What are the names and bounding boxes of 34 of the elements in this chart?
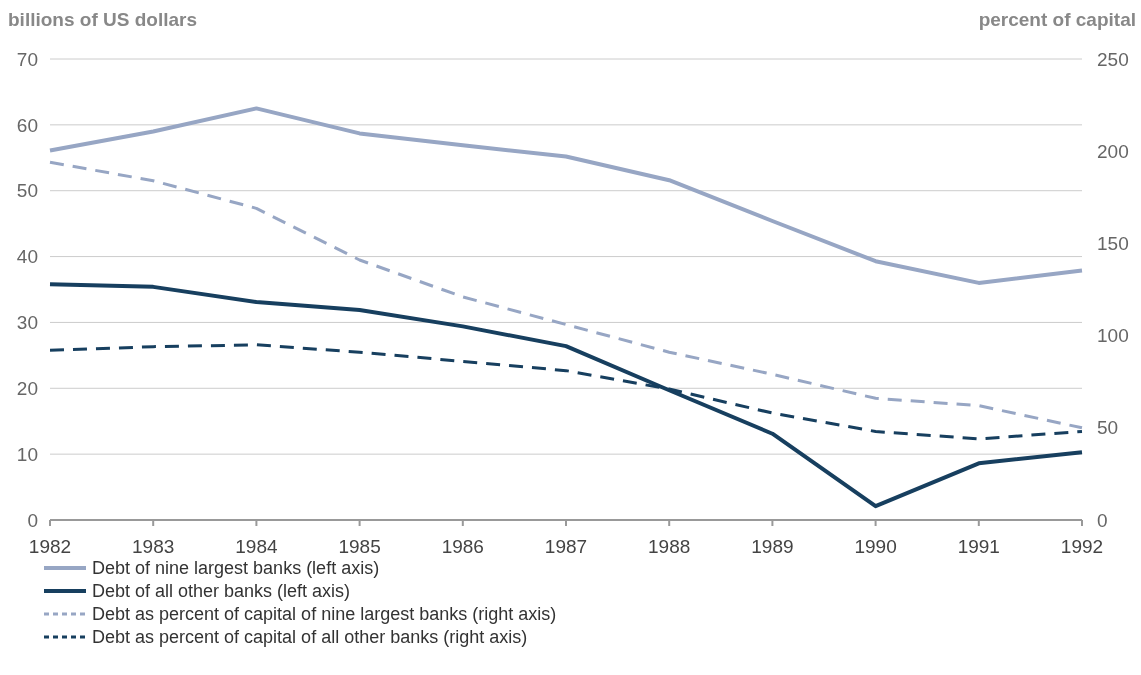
x-tick-label: 1991 bbox=[957, 536, 1000, 557]
line-series bbox=[48, 160, 1084, 430]
y-tick-label: 10 bbox=[16, 443, 38, 465]
x-tick-label: 1990 bbox=[854, 536, 897, 557]
legend-label: Debt as percent of capital of all other banks (right axis) bbox=[92, 627, 528, 648]
legend-label: Debt of nine largest banks (left axis) bbox=[92, 558, 380, 579]
y2-axis-title: percent of capital bbox=[978, 9, 1136, 30]
x-tick-label: 1984 bbox=[235, 536, 278, 557]
y-tick-label: 40 bbox=[16, 246, 38, 268]
legend-label: Debt as percent of capital of nine largest banks (right axis) bbox=[92, 604, 557, 625]
y-tick-label: 20 bbox=[16, 377, 38, 399]
line-series bbox=[48, 282, 1084, 509]
x-tick-label: 1989 bbox=[751, 536, 794, 557]
y-tick-label: 70 bbox=[16, 48, 38, 70]
y-tick-label: 0 bbox=[27, 509, 38, 531]
x-tick-label: 1985 bbox=[338, 536, 381, 557]
y2-tick-label: 50 bbox=[1097, 417, 1119, 439]
x-tick-label: 1986 bbox=[441, 536, 484, 557]
y2-tick-label: 200 bbox=[1097, 140, 1129, 162]
x-tick-label: 1982 bbox=[28, 536, 72, 557]
x-tick-label: 1987 bbox=[544, 536, 588, 557]
y-axis-title: billions of US dollars bbox=[8, 9, 197, 30]
legend-label: Debt of all other banks (left axis) bbox=[92, 581, 351, 602]
x-tick-label: 1988 bbox=[648, 536, 691, 557]
y-tick-label: 30 bbox=[16, 312, 38, 334]
y2-tick-label: 250 bbox=[1097, 48, 1129, 70]
x-tick-label: 1992 bbox=[1060, 536, 1104, 557]
x-tick-label: 1983 bbox=[132, 536, 175, 557]
y-tick-label: 60 bbox=[16, 114, 38, 136]
y2-tick-label: 100 bbox=[1097, 325, 1129, 347]
y-tick-label: 50 bbox=[16, 180, 38, 202]
y2-tick-label: 150 bbox=[1097, 233, 1129, 255]
line-series bbox=[48, 106, 1084, 285]
y2-tick-label: 0 bbox=[1097, 509, 1108, 531]
